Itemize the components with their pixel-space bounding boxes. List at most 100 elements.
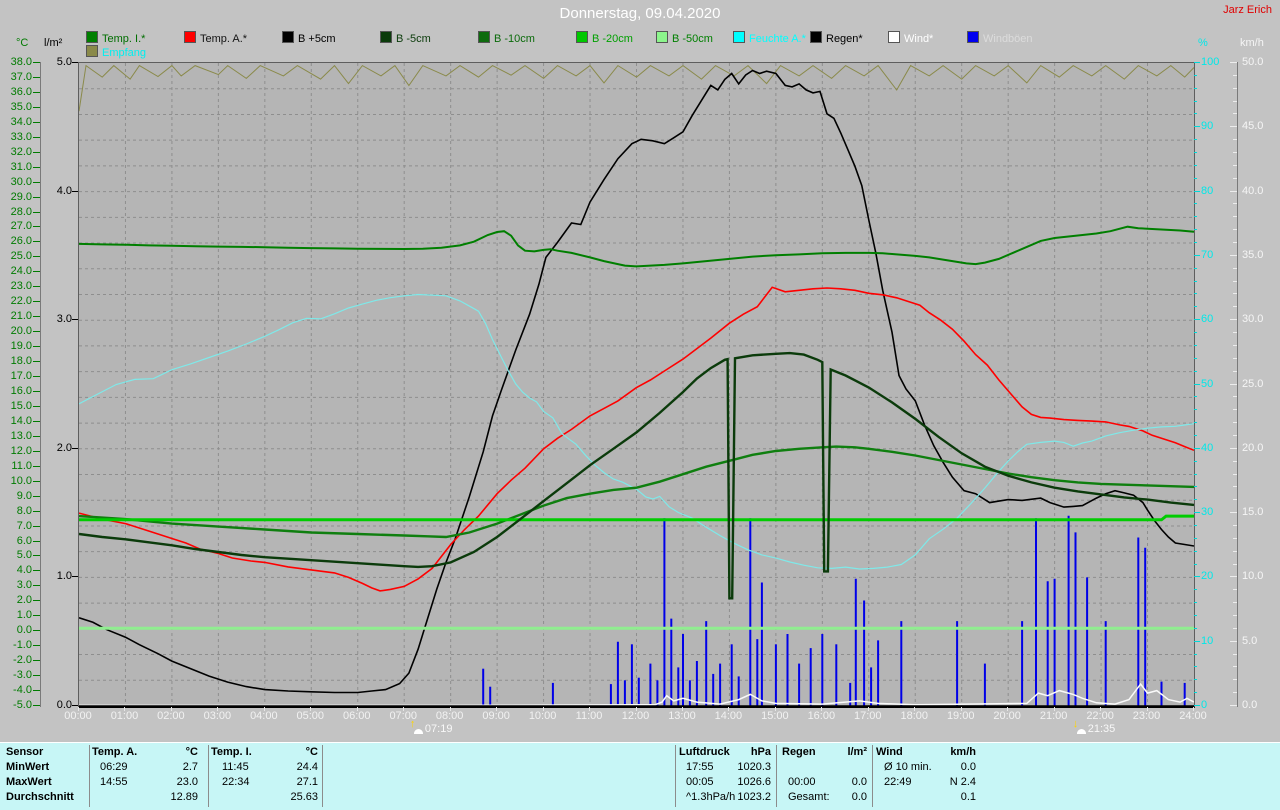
temp-tick (33, 420, 40, 422)
table-cell-value: 2.7 (182, 761, 198, 773)
humidity-tick (1194, 216, 1197, 218)
table-col-unit: l/m² (847, 746, 867, 758)
table-separator (776, 745, 777, 807)
b-minus5cm-swatch-icon (380, 31, 392, 43)
humidity-tick (1194, 332, 1197, 334)
table-cell-time: ^1.3hPa/h (686, 791, 736, 803)
humidity-tick (1194, 74, 1197, 76)
wind-tick (1233, 666, 1237, 668)
sunrise-icon: ↑ (410, 718, 425, 734)
feuchte-a-swatch-icon (733, 31, 745, 43)
chart-canvas (79, 63, 1194, 706)
rain-axis-unit: l/m² (44, 37, 63, 49)
table-cell-value: 12.89 (170, 791, 198, 803)
humidity-tick (1194, 306, 1197, 308)
temp-tick (33, 525, 40, 527)
temp-tick-label: 14.0 (10, 414, 32, 427)
x-tick (821, 707, 823, 711)
page-title: Donnerstag, 09.04.2020 (559, 5, 721, 22)
humidity-tick (1194, 203, 1197, 205)
temp-tick (33, 301, 40, 303)
temp-tick-label: 15.0 (10, 399, 32, 412)
x-tick-label: 06:00 (342, 710, 371, 722)
humidity-tick-label: 0 (1201, 699, 1208, 711)
humidity-tick (1194, 293, 1197, 295)
wind-tick-label: 50.0 (1242, 56, 1264, 68)
temp-tick-label: 17.0 (10, 370, 32, 383)
humidity-tick (1194, 152, 1197, 154)
wind-tick (1233, 216, 1237, 218)
legend-label: Temp. A.* (200, 33, 248, 45)
table-cell-time: 00:00 (788, 776, 816, 788)
author-name: Jarz Erich (1223, 4, 1272, 16)
wind-tick-label: 35.0 (1242, 248, 1264, 261)
humidity-tick (1194, 473, 1197, 475)
legend-item-wind: Wind* (888, 31, 934, 45)
wind-tick (1230, 512, 1237, 514)
x-tick-label: 15:00 (761, 710, 789, 722)
temp-tick-label: 7.0 (16, 519, 32, 532)
temp-tick-label: 0.0 (16, 624, 32, 637)
table-col-unit: km/h (950, 746, 976, 758)
wind-tick (1233, 242, 1237, 244)
sunset-marker: ↓ 21:35 (1073, 718, 1116, 736)
temp-tick-label: 8.0 (16, 504, 32, 517)
temp-tick (33, 256, 40, 258)
wind-tick (1233, 332, 1237, 334)
table-cell-value (818, 761, 867, 774)
legend-label: B -20cm (592, 33, 633, 45)
temp-tick-label: -4.0 (13, 684, 32, 697)
temp-tick-label: 34.0 (10, 115, 32, 128)
x-tick-label: 19:00 (946, 710, 975, 722)
wind-tick (1233, 203, 1237, 205)
temp-tick (33, 271, 40, 273)
temp-tick-label: 26.0 (10, 235, 32, 248)
x-tick (589, 707, 591, 711)
wind-tick (1233, 177, 1237, 179)
legend-item-windboeen: Windböen (967, 31, 1033, 45)
temp-tick (33, 435, 40, 437)
series-b-plus5cm (79, 69, 1194, 694)
legend-item-b-minus20cm: B -20cm (576, 31, 633, 45)
temp-tick-label: 32.0 (10, 145, 32, 158)
legend-item-regen: Regen* (810, 31, 863, 45)
rain-tick-label: 3.0 (56, 313, 72, 326)
temp-tick (33, 76, 40, 78)
humidity-tick-label: 100 (1201, 56, 1220, 68)
wind-tick (1233, 627, 1237, 629)
temp-axis-line (40, 62, 41, 707)
humidity-tick (1194, 486, 1197, 488)
series-wind-avg (79, 682, 1194, 706)
x-tick (681, 707, 683, 711)
legend-item-b-minus50cm: B -50cm (656, 31, 713, 45)
legend-label: Wind* (904, 33, 934, 45)
x-tick-label: 23:00 (1132, 710, 1161, 722)
x-tick-label: 14:00 (714, 710, 743, 722)
temp-axis-unit: °C (16, 37, 29, 49)
temp-tick (33, 465, 40, 467)
wind-tick (1233, 473, 1237, 475)
humidity-tick (1194, 640, 1200, 642)
table-separator (89, 745, 90, 807)
table-cell-value: 1026.6 (737, 776, 771, 788)
wind-tick (1230, 126, 1237, 128)
table-row-label: MaxWert (6, 776, 52, 788)
legend-label: Empfang (102, 47, 147, 59)
temp-tick (33, 106, 40, 108)
wind-tick-label: 30.0 (1242, 313, 1264, 326)
temp-tick-label: 16.0 (10, 384, 32, 397)
humidity-tick (1194, 370, 1197, 372)
wind-tick-label: 10.0 (1242, 570, 1264, 583)
x-tick (1007, 707, 1009, 711)
humidity-tick (1194, 524, 1197, 526)
temp-tick-label: 33.0 (10, 130, 32, 143)
rain-tick-label: 1.0 (56, 570, 72, 583)
legend-label: B -5cm (396, 33, 431, 45)
x-tick (403, 707, 405, 711)
humidity-tick (1194, 383, 1200, 385)
x-tick (449, 707, 451, 711)
wind-tick-label: 45.0 (1242, 120, 1264, 133)
temp-tick (33, 555, 40, 557)
temp-tick (33, 62, 40, 63)
x-tick-label: 11:00 (575, 710, 603, 722)
